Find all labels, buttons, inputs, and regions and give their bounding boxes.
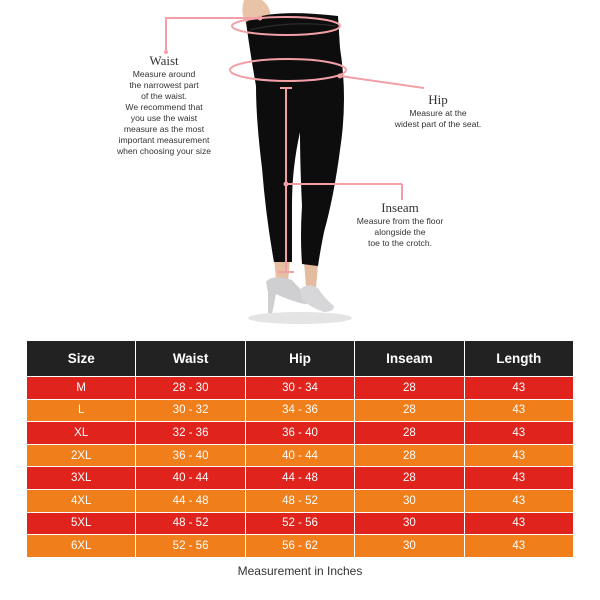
cell-inseam: 30 [354,488,465,513]
cell-waist: 30 - 32 [135,398,246,423]
cell-inseam: 30 [354,511,465,536]
cell-length: 43 [463,421,575,445]
cell-size: 5XL [25,511,137,536]
table-row: 5XL 48 - 52 52 - 56 30 43 [25,511,575,536]
waist-title: Waist [149,53,179,68]
table-row: M 28 - 30 30 - 34 28 43 [25,376,575,400]
waist-description: Measure around the narrowest part of the… [116,69,212,156]
cell-size: L [25,398,137,423]
cell-length: 43 [463,488,575,513]
hip-callout: Hip Measure at the widest part of the se… [392,92,484,130]
cell-size: 3XL [25,466,137,490]
cell-hip: 48 - 52 [244,488,356,513]
cell-size: M [25,376,137,400]
cell-length: 43 [463,511,575,536]
hip-description: Measure at the widest part of the seat. [394,108,482,129]
hip-title: Hip [428,92,448,107]
table-row: L 30 - 32 34 - 36 28 43 [25,398,575,423]
leggings-model-illustration [164,0,425,324]
cell-hip: 40 - 44 [244,443,356,468]
cell-length: 43 [463,398,575,423]
cell-hip: 56 - 62 [244,534,356,558]
cell-inseam: 28 [354,466,465,490]
cell-waist: 52 - 56 [135,534,246,558]
cell-length: 43 [463,534,575,558]
size-chart-table: Size Waist Hip Inseam Length M 28 - 30 3… [25,340,575,558]
inseam-title: Inseam [381,200,419,215]
cell-hip: 44 - 48 [244,466,356,490]
table-row: 6XL 52 - 56 56 - 62 30 43 [25,534,575,558]
cell-length: 43 [463,466,575,490]
cell-inseam: 28 [354,398,465,423]
header-hip: Hip [244,340,356,377]
cell-length: 43 [463,376,575,400]
table-row: 2XL 36 - 40 40 - 44 28 43 [25,443,575,468]
cell-inseam: 28 [354,421,465,445]
table-row: XL 32 - 36 36 - 40 28 43 [25,421,575,445]
cell-size: 2XL [25,443,137,468]
header-waist: Waist [135,340,246,377]
measurement-figure: Waist Measure around the narrowest part … [104,0,484,324]
cell-waist: 44 - 48 [135,488,246,513]
cell-waist: 48 - 52 [135,511,246,536]
cell-size: 4XL [25,488,137,513]
cell-inseam: 30 [354,534,465,558]
cell-inseam: 28 [354,443,465,468]
cell-waist: 40 - 44 [135,466,246,490]
cell-size: XL [25,421,137,445]
waist-callout: Waist Measure around the narrowest part … [104,53,224,157]
table-row: 4XL 44 - 48 48 - 52 30 43 [25,488,575,513]
cell-inseam: 28 [354,376,465,400]
inseam-callout: Inseam Measure from the floor alongside … [348,200,452,249]
header-inseam: Inseam [354,340,465,377]
cell-hip: 34 - 36 [244,398,356,423]
measurement-unit-note: Measurement in Inches [237,564,363,578]
cell-hip: 30 - 34 [244,376,356,400]
cell-size: 6XL [25,534,137,558]
cell-hip: 36 - 40 [244,421,356,445]
inseam-description: Measure from the floor alongside the toe… [356,216,444,248]
cell-waist: 28 - 30 [135,376,246,400]
header-size: Size [25,340,137,377]
header-length: Length [463,340,575,377]
table-row: 3XL 40 - 44 44 - 48 28 43 [25,466,575,490]
cell-length: 43 [463,443,575,468]
table-header-row: Size Waist Hip Inseam Length [25,340,575,377]
cell-hip: 52 - 56 [244,511,356,536]
cell-waist: 36 - 40 [135,443,246,468]
cell-waist: 32 - 36 [135,421,246,445]
